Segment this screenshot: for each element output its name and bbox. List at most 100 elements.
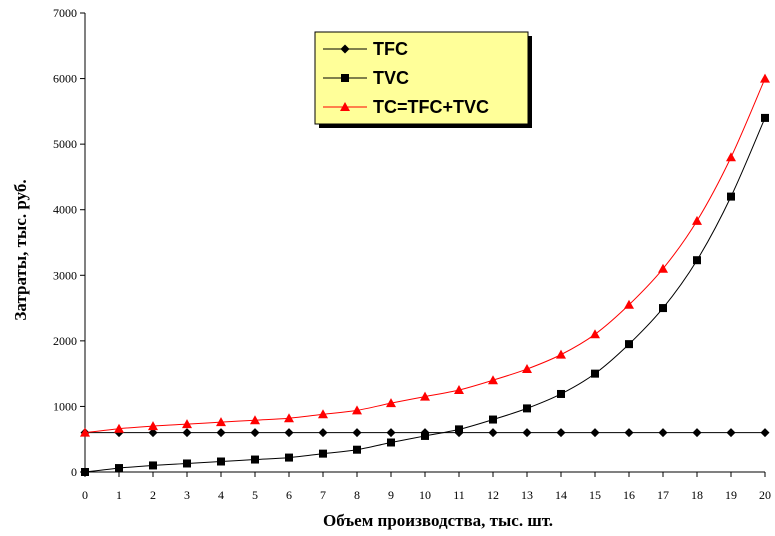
x-tick-label: 16 <box>623 488 635 502</box>
x-axis-title: Объем производства, тыс. шт. <box>323 511 553 530</box>
data-point-tc-tfc-tvc <box>352 405 362 415</box>
legend-box <box>314 31 529 125</box>
data-point-tfc <box>318 428 328 438</box>
data-point-tvc <box>251 455 259 464</box>
x-tick-label: 5 <box>252 488 258 502</box>
data-point-tvc <box>149 461 157 470</box>
legend: TFC TVC TC=TFC+TVC <box>314 31 532 128</box>
data-point-tvc <box>523 404 531 413</box>
data-point-tc-tfc-tvc <box>284 413 294 423</box>
data-point-tc-tfc-tvc <box>658 263 668 273</box>
legend-label-tc-tfc-tvc: TC=TFC+TVC <box>373 97 489 117</box>
data-point-tvc <box>319 449 327 458</box>
data-point-tc-tfc-tvc <box>760 73 770 83</box>
data-point-tfc <box>726 428 736 438</box>
data-point-tvc <box>489 415 497 424</box>
data-point-tc-tfc-tvc <box>556 349 566 359</box>
data-point-tvc <box>183 459 191 468</box>
x-tick-label: 17 <box>657 488 669 502</box>
data-point-tc-tfc-tvc <box>488 375 498 385</box>
data-point-tfc <box>658 428 668 438</box>
data-point-tfc <box>148 428 158 438</box>
y-tick-label: 7000 <box>53 6 77 20</box>
y-tick-label: 5000 <box>53 137 77 151</box>
data-point-tfc <box>760 428 770 438</box>
legend-marker-tfc <box>340 44 350 54</box>
data-point-tfc <box>250 428 260 438</box>
data-point-tfc <box>522 428 532 438</box>
data-point-tvc <box>591 369 599 378</box>
x-tick-label: 15 <box>589 488 601 502</box>
data-point-tc-tfc-tvc <box>420 391 430 401</box>
series-layer <box>80 73 770 476</box>
x-tick-label: 19 <box>725 488 737 502</box>
legend-marker-tc-tfc-tvc <box>340 102 350 111</box>
x-tick-label: 8 <box>354 488 360 502</box>
data-point-tc-tfc-tvc <box>726 152 736 162</box>
data-point-tvc <box>693 256 701 265</box>
legend-label-tfc: TFC <box>373 39 408 59</box>
data-point-tfc <box>284 428 294 438</box>
legend-label-tvc: TVC <box>373 68 409 88</box>
y-tick-label: 2000 <box>53 334 77 348</box>
data-point-tc-tfc-tvc <box>624 299 634 309</box>
x-tick-label: 12 <box>487 488 499 502</box>
data-point-tvc <box>761 113 769 122</box>
data-point-tc-tfc-tvc <box>386 398 396 408</box>
x-tick-label: 7 <box>320 488 326 502</box>
data-point-tfc <box>386 428 396 438</box>
data-point-tvc <box>285 453 293 462</box>
data-point-tc-tfc-tvc <box>148 421 158 431</box>
x-tick-label: 14 <box>555 488 567 502</box>
x-tick-label: 3 <box>184 488 190 502</box>
y-tick-label: 6000 <box>53 72 77 86</box>
legend-marker-tvc <box>341 74 349 82</box>
data-point-tvc <box>81 468 89 476</box>
x-tick-label: 2 <box>150 488 156 502</box>
x-tick-label: 1 <box>116 488 122 502</box>
data-point-tfc <box>216 428 226 438</box>
data-point-tc-tfc-tvc <box>454 385 464 395</box>
data-point-tfc <box>556 428 566 438</box>
y-tick-label: 1000 <box>53 399 77 413</box>
data-point-tvc <box>727 192 735 201</box>
x-tick-label: 4 <box>218 488 224 502</box>
data-point-tvc <box>353 445 361 454</box>
data-point-tvc <box>421 431 429 440</box>
data-point-tfc <box>624 428 634 438</box>
data-point-tc-tfc-tvc <box>318 409 328 419</box>
x-tick-label: 20 <box>759 488 771 502</box>
legend-item-tvc: TVC <box>323 68 409 88</box>
data-point-tc-tfc-tvc <box>692 215 702 225</box>
data-point-tc-tfc-tvc <box>114 423 124 433</box>
data-point-tvc <box>217 457 225 466</box>
y-tick-label: 4000 <box>53 203 77 217</box>
data-point-tc-tfc-tvc <box>80 427 90 437</box>
x-tick-label: 9 <box>388 488 394 502</box>
data-point-tc-tfc-tvc <box>250 415 260 425</box>
y-tick-label: 3000 <box>53 268 77 282</box>
series-tvc <box>81 113 769 476</box>
legend-item-tc-tfc-tvc: TC=TFC+TVC <box>323 97 489 117</box>
y-axis-title: Затраты, тыс. руб. <box>11 179 30 320</box>
data-point-tvc <box>659 304 667 313</box>
data-point-tc-tfc-tvc <box>216 417 226 427</box>
data-point-tvc <box>625 340 633 349</box>
x-tick-label: 0 <box>82 488 88 502</box>
data-point-tc-tfc-tvc <box>182 419 192 429</box>
data-point-tfc <box>488 428 498 438</box>
legend-item-tfc: TFC <box>323 39 408 59</box>
x-tick-label: 11 <box>453 488 465 502</box>
data-point-tfc <box>352 428 362 438</box>
data-point-tvc <box>455 425 463 434</box>
data-point-tvc <box>387 438 395 447</box>
data-point-tvc <box>115 464 123 473</box>
series-tc-tfc-tvc <box>80 73 770 437</box>
data-point-tc-tfc-tvc <box>522 364 532 374</box>
x-tick-label: 10 <box>419 488 431 502</box>
data-point-tfc <box>692 428 702 438</box>
x-tick-label: 18 <box>691 488 703 502</box>
